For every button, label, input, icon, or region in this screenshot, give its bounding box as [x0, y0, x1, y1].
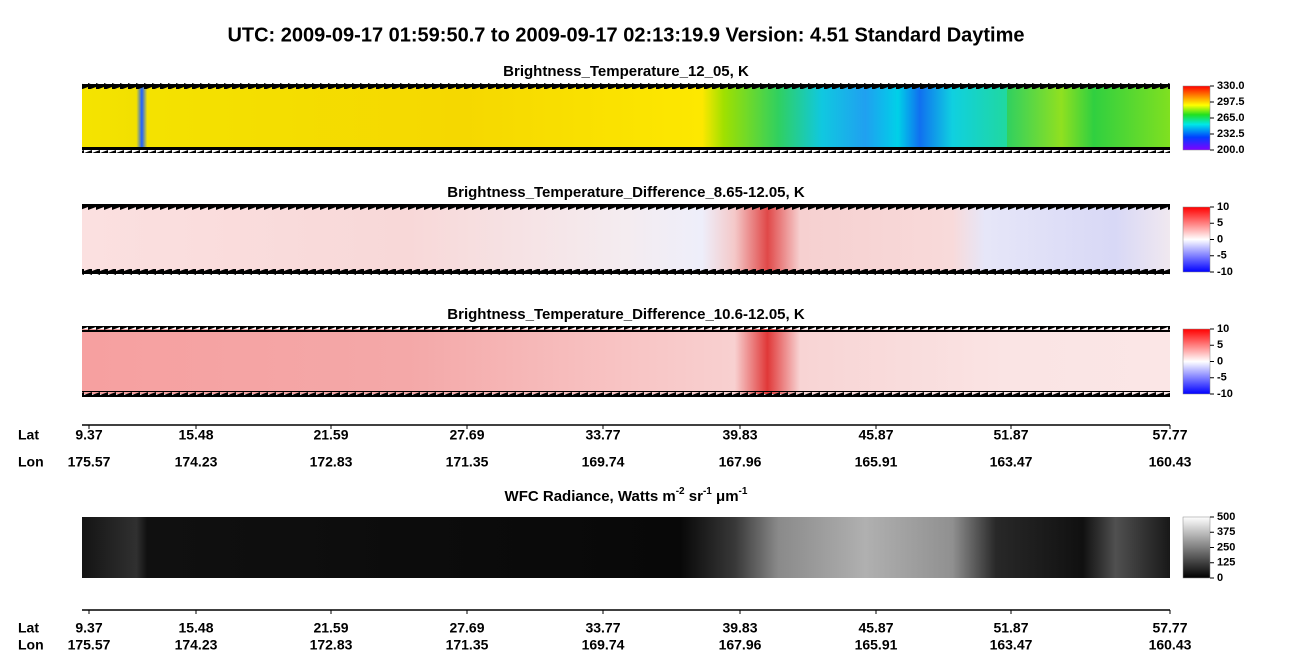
lat-label: 9.37	[75, 620, 102, 636]
lat-label: 21.59	[313, 427, 348, 443]
heatmap-image	[82, 207, 1170, 272]
axis-name: Lon	[18, 637, 44, 653]
panel-title: Brightness_Temperature_Difference_8.65-1…	[447, 184, 805, 201]
lat-label: 9.37	[75, 427, 102, 443]
panel-border	[82, 147, 1170, 153]
lat-label: 39.83	[722, 427, 757, 443]
lat-label: 45.87	[858, 427, 893, 443]
panel-border	[82, 269, 1170, 275]
panel-title: WFC Radiance, Watts m-2 sr-1 μm-1	[505, 486, 748, 505]
lat-label: 57.77	[1152, 620, 1187, 636]
lon-label: 167.96	[719, 454, 762, 470]
title-part: μm	[712, 488, 739, 505]
lon-label: 174.23	[175, 454, 218, 470]
panel-border	[82, 391, 1170, 397]
lon-label: 175.57	[68, 454, 111, 470]
lat-label: 39.83	[722, 620, 757, 636]
colorbar-tick-label: 265.0	[1217, 112, 1245, 124]
colorbar-tick-label: 330.0	[1217, 80, 1245, 92]
colorbar-tick-label: -5	[1217, 372, 1227, 384]
lat-label: 15.48	[178, 620, 213, 636]
colorbar-tick-label: 125	[1217, 557, 1235, 569]
panel-border	[82, 204, 1170, 210]
lon-label: 172.83	[310, 637, 353, 653]
heatmap-image	[82, 86, 1170, 150]
panel-border	[82, 326, 1170, 332]
colorbar	[1182, 328, 1211, 395]
heatmap-image	[82, 517, 1170, 578]
lon-label: 160.43	[1149, 454, 1192, 470]
panel-title: Brightness_Temperature_12_05, K	[503, 63, 749, 80]
panel-title: Brightness_Temperature_Difference_10.6-1…	[447, 306, 805, 323]
figure-title: UTC: 2009-09-17 01:59:50.7 to 2009-09-17…	[227, 24, 1024, 46]
lat-label: 21.59	[313, 620, 348, 636]
lon-label: 167.96	[719, 637, 762, 653]
lon-label: 174.23	[175, 637, 218, 653]
lon-label: 163.47	[990, 637, 1033, 653]
colorbar-tick-label: 500	[1217, 511, 1235, 523]
lat-label: 15.48	[178, 427, 213, 443]
lon-label: 160.43	[1149, 637, 1192, 653]
axis-name: Lat	[18, 620, 39, 636]
superscript: -1	[739, 486, 748, 497]
colorbar-tick-label: -5	[1217, 250, 1227, 262]
lat-label: 33.77	[585, 427, 620, 443]
colorbar-tick-label: -10	[1217, 388, 1233, 400]
colorbar-tick-label: 5	[1217, 217, 1223, 229]
colorbar-tick-label: 375	[1217, 526, 1235, 538]
lon-label: 175.57	[68, 637, 111, 653]
heatmap-image	[82, 329, 1170, 394]
lat-label: 45.87	[858, 620, 893, 636]
colorbar	[1182, 206, 1211, 273]
colorbar-tick-label: -10	[1217, 266, 1233, 278]
colorbar-tick-label: 5	[1217, 339, 1223, 351]
lat-label: 57.77	[1152, 427, 1187, 443]
title-part: WFC Radiance, Watts m	[505, 488, 676, 505]
lon-label: 169.74	[582, 637, 625, 653]
axis-name: Lat	[18, 427, 39, 443]
lon-label: 169.74	[582, 454, 625, 470]
lat-label: 51.87	[993, 620, 1028, 636]
colorbar-tick-label: 0	[1217, 233, 1223, 245]
lon-label: 163.47	[990, 454, 1033, 470]
colorbar-tick-label: 250	[1217, 541, 1235, 553]
colorbar-tick-label: 0	[1217, 572, 1223, 584]
superscript: -1	[703, 486, 712, 497]
colorbar-tick-label: 232.5	[1217, 128, 1245, 140]
colorbar-tick-label: 10	[1217, 323, 1229, 335]
lon-label: 171.35	[446, 454, 489, 470]
colorbar-tick-label: 200.0	[1217, 144, 1245, 156]
panel-border	[82, 83, 1170, 89]
colorbar-tick-label: 10	[1217, 201, 1229, 213]
lon-label: 171.35	[446, 637, 489, 653]
colorbar	[1182, 516, 1211, 579]
title-part: sr	[685, 488, 704, 505]
lat-label: 27.69	[449, 620, 484, 636]
lon-label: 165.91	[855, 637, 898, 653]
lat-label: 33.77	[585, 620, 620, 636]
lon-label: 165.91	[855, 454, 898, 470]
colorbar	[1182, 85, 1211, 151]
superscript: -2	[676, 486, 685, 497]
lat-label: 27.69	[449, 427, 484, 443]
lat-label: 51.87	[993, 427, 1028, 443]
colorbar-tick-label: 0	[1217, 355, 1223, 367]
axis-name: Lon	[18, 454, 44, 470]
lon-label: 172.83	[310, 454, 353, 470]
colorbar-tick-label: 297.5	[1217, 96, 1245, 108]
